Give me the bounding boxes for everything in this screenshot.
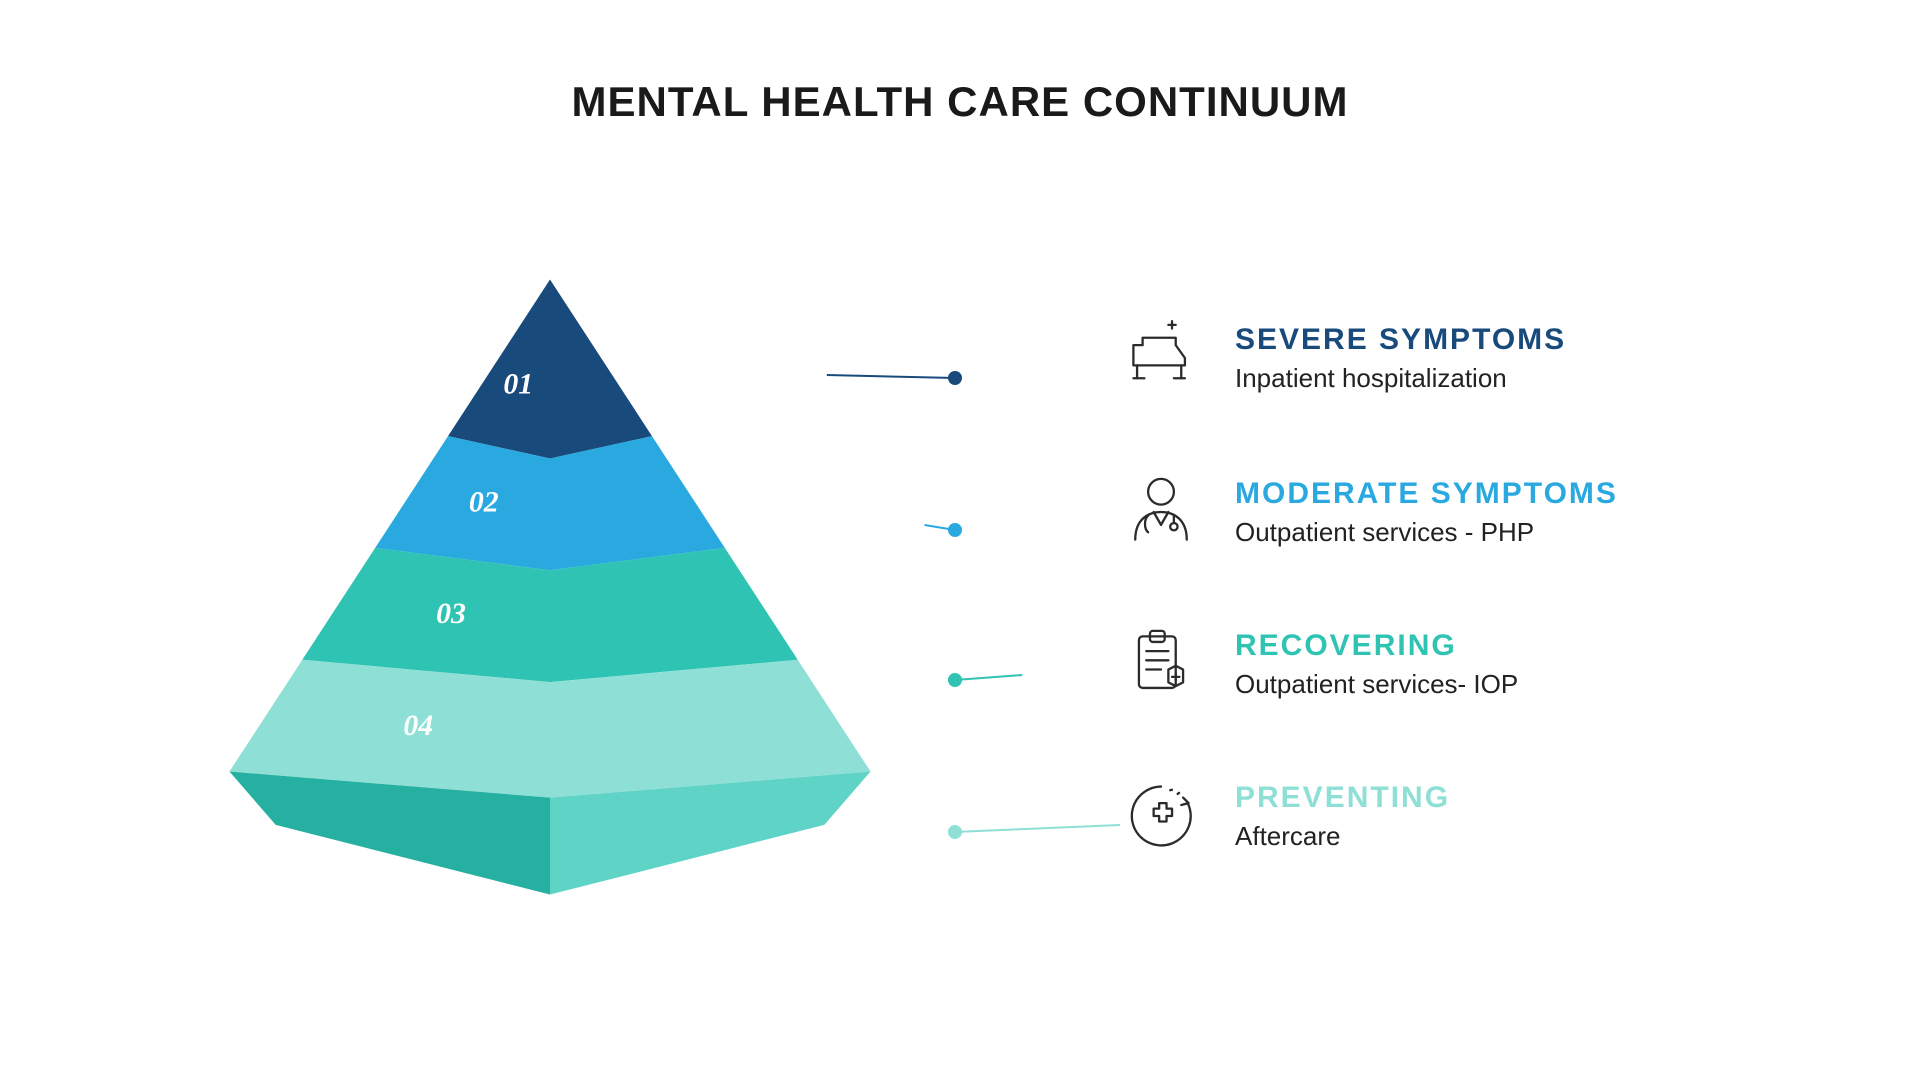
pyramid-number-4: 04	[403, 709, 433, 742]
label-sub: Aftercare	[1235, 821, 1450, 852]
label-heading: SEVERE SYMPTOMS	[1235, 323, 1566, 357]
pyramid: 01 02 03 04	[140, 165, 960, 1065]
label-heading: PREVENTING	[1235, 781, 1450, 815]
label-heading: MODERATE SYMPTOMS	[1235, 477, 1618, 511]
pyramid-number-1: 01	[503, 368, 533, 401]
label-heading: RECOVERING	[1235, 629, 1518, 663]
clipboard-icon	[1115, 618, 1207, 710]
doctor-icon	[1115, 466, 1207, 558]
label-row-preventing: PREVENTING Aftercare	[1115, 770, 1450, 862]
pyramid-number-3: 03	[436, 597, 466, 630]
page-title: MENTAL HEALTH CARE CONTINUUM	[0, 78, 1920, 126]
label-row-severe: SEVERE SYMPTOMS Inpatient hospitalizatio…	[1115, 312, 1566, 404]
pyramid-level-1	[448, 280, 652, 459]
label-sub: Outpatient services- IOP	[1235, 669, 1518, 700]
label-sub: Outpatient services - PHP	[1235, 517, 1618, 548]
label-row-moderate: MODERATE SYMPTOMS Outpatient services - …	[1115, 466, 1618, 558]
connector-line-3	[955, 675, 1022, 680]
cycle-icon	[1115, 770, 1207, 862]
connector-line-4	[955, 825, 1120, 832]
bed-icon	[1115, 312, 1207, 404]
label-sub: Inpatient hospitalization	[1235, 363, 1566, 394]
label-row-recovering: RECOVERING Outpatient services- IOP	[1115, 618, 1518, 710]
pyramid-number-2: 02	[469, 485, 499, 518]
